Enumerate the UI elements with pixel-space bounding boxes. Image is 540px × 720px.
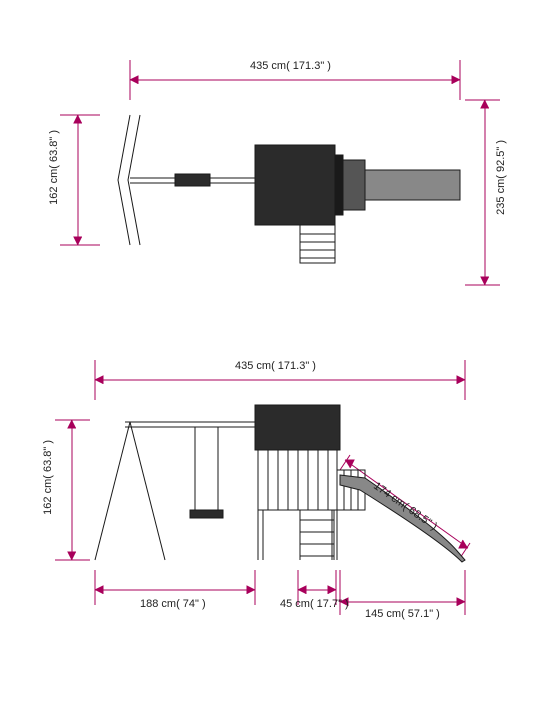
front-view bbox=[55, 360, 470, 615]
top-left-height-label: 162 cm( 63.8" ) bbox=[48, 130, 60, 205]
front-height-label: 162 cm( 63.8" ) bbox=[42, 440, 54, 515]
top-right-height-label: 235 cm( 92.5" ) bbox=[495, 140, 507, 215]
front-width-label: 435 cm( 171.3" ) bbox=[235, 360, 316, 372]
top-width-label: 435 cm( 171.3" ) bbox=[250, 60, 331, 72]
top-view bbox=[60, 60, 500, 285]
swing-width-label: 188 cm( 74" ) bbox=[140, 598, 206, 610]
ladder-width-label: 45 cm( 17.7" ) bbox=[280, 598, 349, 610]
slide-width-label: 145 cm( 57.1" ) bbox=[365, 608, 440, 620]
